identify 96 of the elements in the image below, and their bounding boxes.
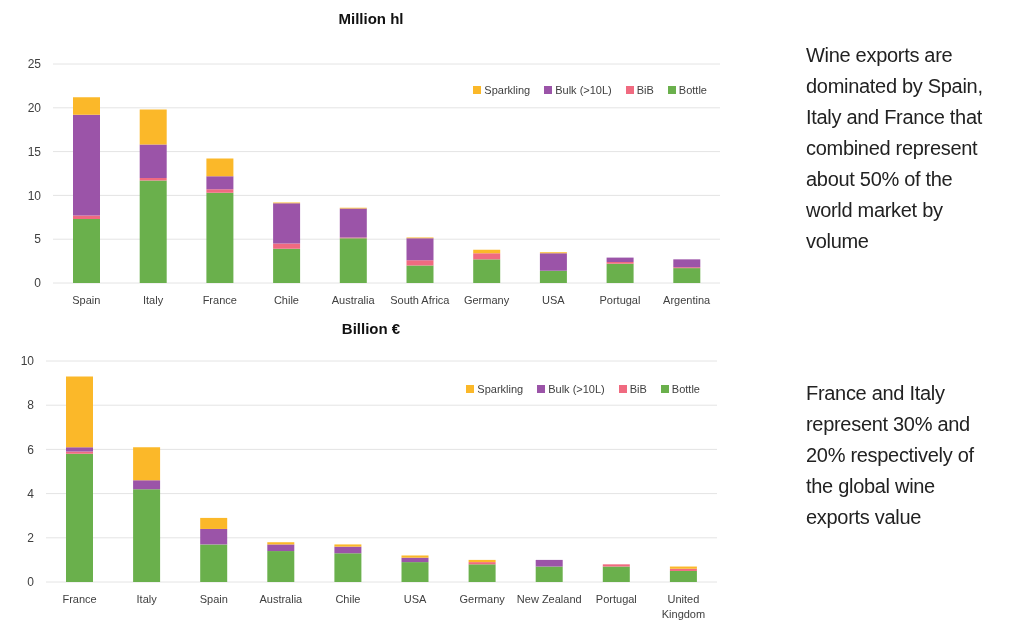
bar [406, 265, 434, 283]
x-tick-label: Spain [72, 294, 101, 306]
bar [273, 203, 301, 244]
bar [406, 238, 434, 261]
bar [267, 551, 295, 582]
bar [339, 238, 367, 283]
x-tick-label: Portugal [599, 294, 641, 306]
text: Wine exports are dominated by Spain, Italy and France that combined represent about 50% of the world market by volume [806, 43, 984, 254]
y-tick-label: 2 [27, 531, 35, 546]
bar [606, 257, 634, 262]
bar [602, 566, 630, 582]
x-tick-label: New Zealand [516, 593, 582, 605]
bar [334, 544, 362, 547]
bar [206, 192, 234, 283]
bar [669, 570, 697, 582]
bar [539, 270, 567, 283]
bar [267, 544, 295, 552]
x-tick-label: USA [403, 593, 428, 605]
bar [273, 243, 301, 249]
bar [206, 158, 234, 177]
legend-label: BiB [629, 383, 647, 395]
bar [200, 517, 228, 529]
bar [73, 97, 100, 115]
bar [66, 453, 93, 582]
bar [602, 564, 630, 567]
y-tick-label: 8 [27, 398, 35, 413]
bar [206, 189, 234, 193]
bar [535, 566, 563, 582]
bar [535, 559, 563, 567]
chart-title: Billion € [340, 320, 402, 337]
x-tick-label: Germany [459, 593, 506, 605]
bar [401, 562, 429, 582]
bar [401, 557, 429, 563]
legend-label: Bottle [671, 383, 700, 395]
bar [473, 259, 501, 283]
x-tick-label: Australia [331, 294, 376, 306]
y-tick-label: 0 [27, 575, 35, 590]
bar [606, 263, 634, 283]
bar [273, 248, 301, 283]
bar [339, 208, 367, 238]
y-tick-label: 25 [27, 57, 42, 72]
bar [133, 447, 161, 481]
bar [539, 253, 567, 271]
y-tick-label: 5 [34, 232, 42, 247]
bar [401, 555, 429, 558]
bar [66, 451, 93, 454]
bar [267, 542, 295, 545]
bar [673, 268, 701, 283]
y-tick-label: 20 [27, 101, 42, 116]
bar [73, 219, 100, 283]
bar [133, 480, 161, 490]
bar [66, 376, 93, 448]
x-tick-label: Chile [273, 294, 299, 306]
y-tick-label: 10 [27, 188, 42, 203]
x-tick-label: Italy [136, 593, 158, 605]
legend-label: Sparkling [484, 84, 531, 96]
y-tick-label: 4 [27, 486, 35, 501]
bar [406, 260, 434, 266]
x-tick-label: Chile [335, 593, 361, 605]
bar [66, 447, 93, 452]
y-tick-label: 15 [27, 144, 42, 159]
bar [206, 176, 234, 190]
x-tick-label: Spain [199, 593, 228, 605]
bar [73, 114, 100, 216]
x-tick-label: Australia [259, 593, 304, 605]
legend-label: Bottle [678, 84, 707, 96]
bar [473, 253, 501, 260]
x-tick-label: France [62, 593, 97, 605]
bar [139, 109, 167, 145]
y-tick-label: 6 [27, 442, 35, 457]
bar [334, 553, 362, 582]
bar [200, 544, 228, 582]
legend-label: Bulk (>10L) [548, 383, 605, 395]
bar [139, 180, 167, 283]
x-tick-label: Italy [142, 294, 164, 306]
bar [133, 489, 161, 582]
x-tick-label: United Kingdom [661, 593, 706, 620]
legend-label: Bulk (>10L) [555, 84, 612, 96]
y-tick-label: 10 [20, 354, 35, 369]
x-tick-label: South Africa [390, 294, 451, 306]
legend-label: BiB [636, 84, 654, 96]
x-tick-label: France [202, 294, 237, 306]
bar [334, 546, 362, 554]
bar [139, 144, 167, 178]
x-tick-label: Argentina [663, 294, 712, 306]
x-tick-label: USA [541, 294, 566, 306]
x-tick-label: Portugal [595, 593, 637, 605]
bar [139, 177, 167, 181]
y-tick-label: 0 [34, 276, 42, 291]
bar [200, 528, 228, 545]
chart-title: Million hl [337, 10, 405, 27]
x-tick-label: Germany [463, 294, 510, 306]
legend-label: Sparkling [477, 383, 524, 395]
bar [673, 259, 701, 268]
text: France and Italy represent 30% and 20% respectively of the global wine exports value [806, 381, 975, 530]
bar [468, 564, 496, 582]
